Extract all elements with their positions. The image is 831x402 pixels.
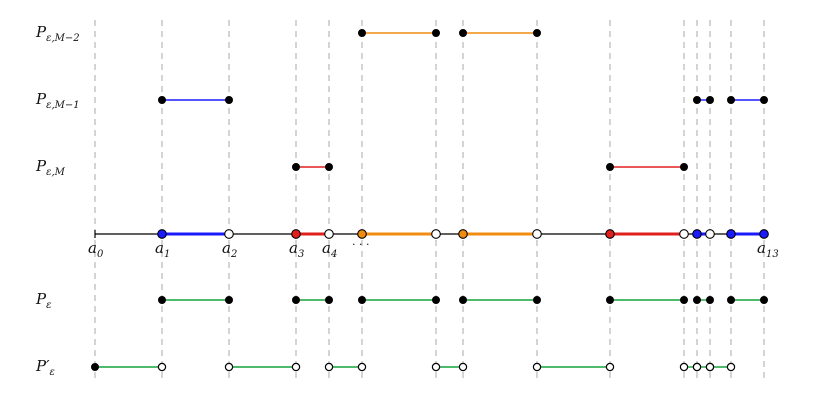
axis-line	[94, 229, 769, 239]
axis-endpoint-1-1	[324, 229, 334, 239]
endpoint-m1-0-0	[158, 95, 167, 104]
endpoint-pp-1-1	[291, 362, 301, 372]
endpoint-pp-0-0	[90, 363, 99, 372]
endpoint-pp-7-0	[705, 362, 715, 372]
endpoint-pe-3-0	[459, 296, 468, 305]
row-label-m2: Pε,M−2	[35, 23, 80, 44]
axis-endpoint-3-0	[458, 229, 468, 239]
endpoint-pe-5-1	[705, 296, 714, 305]
endpoint-pe-0-0	[158, 296, 167, 305]
axis-label-a3: a3	[289, 239, 304, 260]
axis-label-a2: a2	[222, 239, 237, 260]
endpoint-pp-2-1	[357, 362, 367, 372]
endpoint-m1-1-0	[692, 95, 701, 104]
endpoint-m0-0-0	[292, 163, 301, 172]
endpoint-pe-5-0	[692, 296, 701, 305]
axis-endpoint-1-0	[291, 229, 301, 239]
endpoint-pp-4-1	[605, 362, 615, 372]
axis-endpoint-3-1	[532, 229, 542, 239]
endpoint-pe-6-0	[726, 296, 735, 305]
endpoint-pp-0-1	[157, 362, 167, 372]
row-segments	[90, 29, 768, 372]
axis-label-a4: a4	[322, 239, 337, 260]
axis-endpoint-2-0	[357, 229, 367, 239]
endpoint-m1-1-1	[705, 95, 714, 104]
endpoint-m0-1-0	[605, 163, 614, 172]
endpoint-pe-2-1	[432, 296, 441, 305]
endpoint-pp-5-0	[679, 362, 689, 372]
endpoint-m1-2-0	[726, 95, 735, 104]
axis-endpoint-0-0	[157, 229, 167, 239]
endpoint-pe-2-0	[358, 296, 367, 305]
endpoint-m2-0-0	[358, 29, 367, 38]
endpoint-pe-4-1	[679, 296, 688, 305]
endpoint-pp-1-0	[224, 362, 234, 372]
endpoint-pp-6-0	[692, 362, 702, 372]
axis-endpoint-2-1	[431, 229, 441, 239]
endpoint-pe-6-1	[759, 296, 768, 305]
row-labels: Pε,M−2 Pε,M−1 Pε,M Pε P′ε	[35, 23, 80, 378]
axis-endpoint-4-0	[605, 229, 615, 239]
endpoint-pe-4-0	[605, 296, 614, 305]
axis-label-a13: a13	[757, 239, 779, 260]
endpoint-pe-1-1	[325, 296, 334, 305]
axis-ellipsis: · · ·	[352, 238, 369, 251]
endpoint-pp-3-1	[458, 362, 468, 372]
endpoint-pp-3-0	[431, 362, 441, 372]
row-label-m0: Pε,M	[35, 157, 66, 178]
endpoint-m0-1-1	[679, 163, 688, 172]
endpoint-pp-7-1	[726, 362, 736, 372]
axis-endpoint-6-0	[726, 229, 736, 239]
row-label-pp: P′ε	[35, 357, 55, 378]
endpoint-pe-0-1	[225, 296, 234, 305]
axis-endpoint-5-0	[692, 229, 702, 239]
endpoint-m2-0-1	[432, 29, 441, 38]
grid-lines	[94, 20, 765, 380]
row-label-m1: Pε,M−1	[35, 90, 80, 111]
axis-endpoint-6-1	[759, 229, 769, 239]
endpoint-m0-0-1	[325, 163, 334, 172]
axis-endpoint-0-1	[224, 229, 234, 239]
axis-endpoint-5-1	[705, 229, 715, 239]
axis-label-a1: a1	[155, 239, 170, 260]
endpoint-pp-2-0	[324, 362, 334, 372]
endpoint-pp-4-0	[532, 362, 542, 372]
endpoint-m1-0-1	[225, 95, 234, 104]
endpoint-pe-1-0	[292, 296, 301, 305]
endpoint-m1-2-1	[759, 95, 768, 104]
endpoint-pe-3-1	[532, 296, 541, 305]
endpoint-m2-1-1	[532, 29, 541, 38]
axis-labels: a0 a1 a2 a3 a4 a13 · · ·	[88, 238, 779, 260]
endpoint-m2-1-0	[459, 29, 468, 38]
axis-endpoint-4-1	[679, 229, 689, 239]
axis-label-a0: a0	[88, 239, 104, 260]
row-label-pe: Pε	[35, 290, 51, 311]
